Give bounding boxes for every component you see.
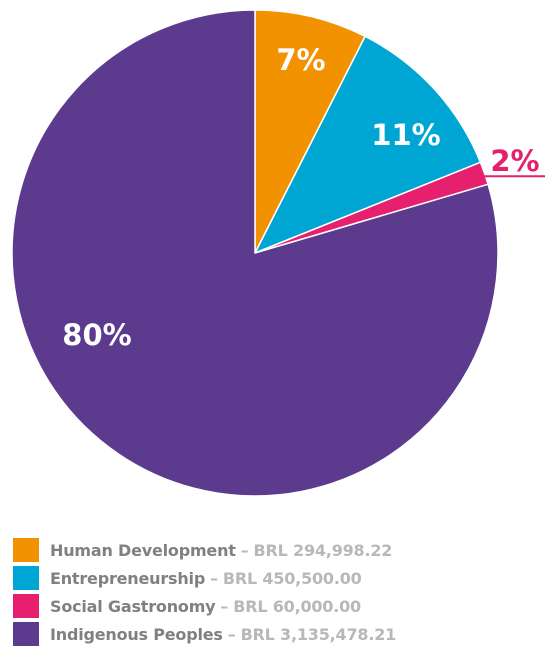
legend-swatch <box>13 538 39 562</box>
legend: Human Development – BRL 294,998.22 Entrepr… <box>13 536 533 648</box>
legend-swatch <box>13 622 39 646</box>
pie-slices <box>11 9 499 497</box>
pie-chart: 7% 11% 2% 80% <box>11 9 545 497</box>
legend-text: Entrepreneurship – BRL 450,500.00 <box>50 569 362 588</box>
legend-item-social-gastronomy: Social Gastronomy – BRL 60,000.00 <box>13 592 533 620</box>
legend-item-entrepreneurship: Entrepreneurship – BRL 450,500.00 <box>13 564 533 592</box>
legend-separator: – <box>220 596 229 616</box>
legend-amount: BRL 294,998.22 <box>253 540 393 560</box>
pie-percent-label: 80% <box>62 318 131 352</box>
legend-label: Entrepreneurship <box>50 568 206 588</box>
legend-swatch <box>13 594 39 618</box>
pie-percent-label: 2% <box>490 144 539 178</box>
legend-text: Human Development – BRL 294,998.22 <box>50 541 392 560</box>
legend-item-indigenous-peoples: Indigenous Peoples – BRL 3,135,478.21 <box>13 620 533 648</box>
legend-separator: – <box>210 568 218 588</box>
pie-slice-entrepreneurship <box>254 35 482 254</box>
legend-amount: BRL 3,135,478.21 <box>240 624 397 644</box>
legend-amount: BRL 60,000.00 <box>233 596 361 616</box>
legend-label: Human Development <box>50 540 236 560</box>
legend-amount: BRL 450,500.00 <box>222 568 362 588</box>
legend-swatch <box>13 566 39 590</box>
legend-separator: – <box>240 540 249 560</box>
pie-percent-label: 7% <box>276 43 325 77</box>
legend-separator: – <box>227 624 236 644</box>
pie-percent-label: 11% <box>371 118 440 152</box>
pie-slice-human-development <box>254 9 366 254</box>
legend-text: Indigenous Peoples – BRL 3,135,478.21 <box>50 625 396 644</box>
legend-text: Social Gastronomy – BRL 60,000.00 <box>50 597 361 616</box>
legend-label: Social Gastronomy <box>50 596 216 616</box>
legend-item-human-development: Human Development – BRL 294,998.22 <box>13 536 533 564</box>
legend-label: Indigenous Peoples <box>50 624 223 644</box>
pie-slice-indigenous-peoples <box>11 9 499 497</box>
pie-labels: 7% 11% 2% 80% <box>62 43 545 352</box>
